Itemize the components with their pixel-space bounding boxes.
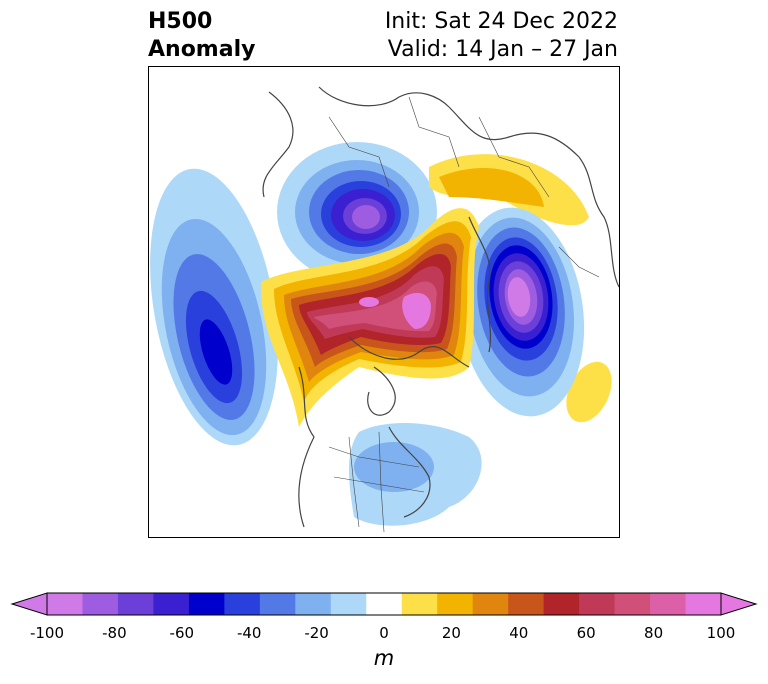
colorbar-tick-label: -60 [169,624,195,642]
colorbar-bin [614,593,651,615]
colorbar-tick-label: 0 [379,624,389,642]
colorbar-tick-label: 40 [509,624,529,642]
map-svg [150,86,619,533]
colorbar-bin [685,593,722,615]
colorbar-bin [295,593,332,615]
anomaly-eastern-us-low [349,422,482,526]
colorbar-bin [47,593,83,615]
anomaly-europe-low [457,207,585,417]
colorbar-bin [401,593,438,615]
valid-period: Valid: 14 Jan – 27 Jan [387,37,618,62]
colorbar-tick-label: 80 [644,624,664,642]
anomaly-arctic-high [260,208,479,427]
borders [328,96,600,533]
colorbar-extend-over [720,592,758,616]
anomaly-north-pacific-low [150,168,278,446]
colorbar-tick-label: 100 [706,624,736,642]
colorbar [10,592,758,616]
title-type: Anomaly [148,37,256,62]
colorbar-bin [437,593,474,615]
coastlines [262,86,619,528]
title-right: Init: Sat 24 Dec 2022 Valid: 14 Jan – 27… [385,8,618,64]
colorbar-bin [330,593,367,615]
anomaly-eurasia-high [429,154,612,423]
colorbar-bin [188,593,225,615]
colorbar-bin [508,593,545,615]
colorbar-unit: m [373,646,395,670]
colorbar-tick-label: -40 [236,624,262,642]
colorbar-bin [153,593,190,615]
colorbar-extend-under [10,592,48,616]
colorbar-frame [46,592,722,616]
title-left: H500 Anomaly [148,8,255,64]
colorbar-bin [472,593,509,615]
colorbar-bin [224,593,261,615]
colorbar-bin [366,593,403,615]
colorbar-bin [82,593,119,615]
colorbar-bin [259,593,296,615]
colorbar-bin [543,593,580,615]
init-time: Init: Sat 24 Dec 2022 [384,9,618,34]
colorbar-tick-label: -80 [102,624,127,642]
colorbar-tick-label: -100 [29,624,65,642]
colorbar-tick-label: -20 [304,624,329,642]
colorbar-bin [117,593,154,615]
colorbar-tick-label: 60 [576,624,596,642]
title-field: H500 [148,9,213,34]
colorbar-bin [579,593,616,615]
colorbar-bin [650,593,687,615]
colorbar-tick-label: 20 [441,624,461,642]
anomaly-siberia-low [277,142,437,282]
anomaly-map [148,66,620,538]
